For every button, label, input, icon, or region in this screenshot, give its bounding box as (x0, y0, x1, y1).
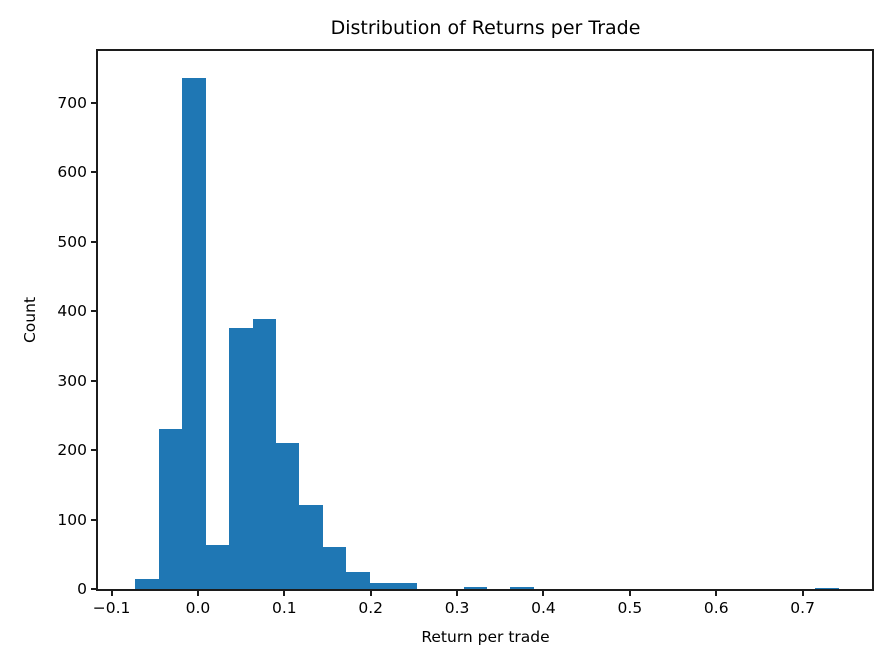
histogram-bar (322, 546, 347, 589)
x-tick-label: 0.1 (272, 599, 297, 617)
x-tick-mark (196, 589, 199, 596)
y-tick-mark (91, 240, 98, 243)
x-tick-mark (283, 589, 286, 596)
plot-area: −0.1 0.0 0.1 0.2 0.3 0.4 0.5 0.6 0.7 0 100 200 300 40… (57, 49, 874, 617)
histogram-bar (393, 582, 417, 589)
y-axis-label: Count (21, 296, 39, 344)
y-tick-mark (91, 379, 98, 382)
x-tick-mark (715, 589, 718, 596)
y-tick-mark (91, 588, 98, 590)
x-tick-label: −0.1 (92, 599, 131, 617)
y-tick-label: 200 (57, 441, 87, 460)
x-tick-label: 0.0 (185, 599, 211, 617)
x-tick-mark (542, 589, 545, 596)
histogram-bar (275, 443, 300, 589)
x-tick-mark (369, 589, 372, 596)
y-tick-mark (91, 102, 98, 105)
y-tick-label: 700 (57, 94, 87, 113)
histogram-bar (299, 505, 323, 589)
x-tick-label: 0.6 (703, 599, 729, 617)
y-tick-label: 500 (57, 232, 87, 251)
y-tick-mark (91, 518, 98, 521)
x-tick-label: 0.7 (790, 599, 815, 617)
histogram-bar (510, 586, 534, 589)
histogram-bar (158, 429, 183, 589)
x-axis-label: Return per trade (421, 628, 550, 646)
x-tick-mark (628, 589, 631, 596)
histogram-bar (463, 586, 487, 589)
histogram-bar (182, 78, 206, 589)
histogram-bar (252, 318, 276, 589)
y-tick-label: 0 (77, 580, 87, 598)
y-tick-label: 600 (57, 163, 87, 182)
y-tick-label: 400 (57, 302, 87, 321)
y-tick-mark (91, 310, 98, 313)
x-tick-mark (110, 589, 113, 596)
x-tick-label: 0.4 (531, 599, 556, 617)
chart-title: Distribution of Returns per Trade (330, 17, 641, 39)
x-tick-mark (801, 589, 804, 596)
histogram-bar (815, 588, 839, 589)
y-tick-label: 300 (57, 371, 87, 390)
histogram-bar (229, 327, 253, 589)
x-tick-label: 0.2 (358, 599, 384, 617)
histogram-bar (135, 579, 159, 589)
y-tick-mark (91, 171, 98, 174)
x-tick-mark (456, 589, 459, 596)
histogram-bar (205, 544, 230, 589)
x-tick-label: 0.3 (444, 599, 470, 617)
y-tick-mark (91, 449, 98, 452)
y-tick-label: 100 (57, 510, 87, 529)
histogram-bar (346, 572, 370, 589)
histogram-bar (369, 582, 394, 589)
x-tick-label: 0.5 (617, 599, 643, 617)
